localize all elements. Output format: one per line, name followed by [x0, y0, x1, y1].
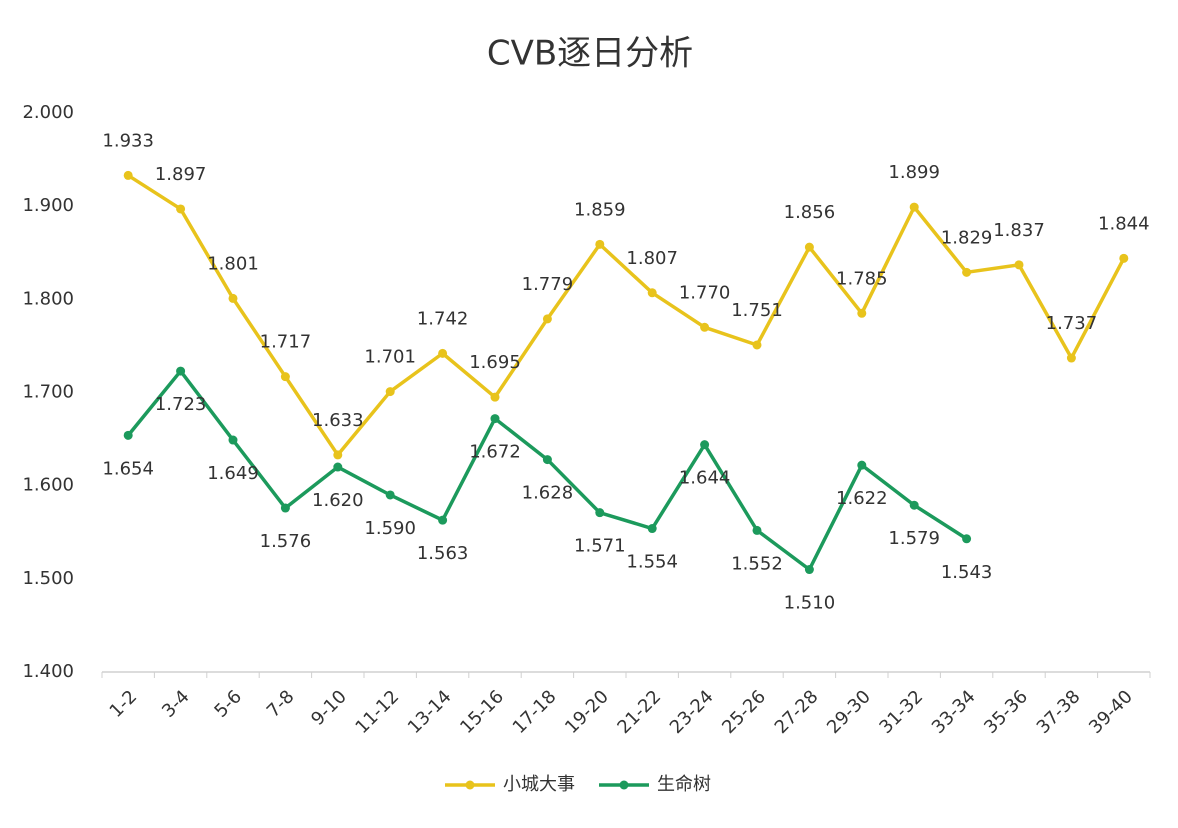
data-label: 1.644 [679, 468, 731, 489]
data-point [490, 414, 500, 424]
data-point [804, 565, 814, 575]
legend-label: 生命树 [657, 774, 711, 795]
legend-marker [619, 780, 629, 790]
data-label: 1.723 [155, 394, 207, 415]
data-label: 1.654 [102, 458, 154, 479]
data-point [1066, 353, 1076, 363]
data-label: 1.844 [1098, 213, 1150, 234]
data-label: 1.856 [784, 202, 836, 223]
data-label: 1.770 [679, 282, 731, 303]
data-point [962, 267, 972, 277]
data-label: 1.779 [522, 274, 574, 295]
data-point [385, 387, 395, 397]
data-point [700, 322, 710, 332]
chart-title: CVB逐日分析 [487, 34, 693, 74]
data-point [909, 202, 919, 212]
data-point [438, 348, 448, 358]
data-label: 1.695 [469, 352, 521, 373]
data-label: 1.554 [626, 552, 678, 573]
data-label: 1.672 [469, 442, 521, 463]
y-tick-label: 1.900 [22, 195, 74, 216]
data-label: 1.899 [888, 162, 940, 183]
data-label: 1.742 [417, 308, 469, 329]
legend-label: 小城大事 [503, 774, 575, 795]
y-tick-label: 1.400 [22, 661, 74, 682]
data-label: 1.751 [731, 300, 783, 321]
data-point [595, 239, 605, 249]
data-label: 1.649 [207, 463, 259, 484]
data-label: 1.579 [888, 528, 940, 549]
data-label: 1.933 [102, 130, 154, 151]
data-point [123, 430, 133, 440]
series-line [127, 173, 1126, 457]
data-point [700, 440, 710, 450]
data-label: 1.628 [522, 483, 574, 504]
data-label: 1.552 [731, 553, 783, 574]
y-tick-label: 1.600 [22, 475, 74, 496]
data-point [438, 515, 448, 525]
y-tick-label: 1.700 [22, 382, 74, 403]
data-point [333, 462, 343, 472]
data-point [752, 525, 762, 535]
data-label: 1.897 [155, 164, 207, 185]
data-point [857, 460, 867, 470]
data-label: 1.829 [941, 227, 993, 248]
data-label: 1.633 [312, 410, 364, 431]
data-point [857, 308, 867, 318]
y-tick-label: 1.500 [22, 568, 74, 589]
data-point [542, 314, 552, 324]
data-point [909, 500, 919, 510]
data-point [385, 490, 395, 500]
data-point [280, 372, 290, 382]
data-label: 1.717 [260, 332, 312, 353]
data-point [490, 392, 500, 402]
data-point [176, 366, 186, 376]
data-point [647, 524, 657, 534]
data-label: 1.590 [364, 518, 416, 539]
data-point [1119, 253, 1129, 263]
data-label: 1.622 [836, 488, 888, 509]
data-point [595, 508, 605, 518]
data-point [123, 170, 133, 180]
data-label: 1.510 [784, 593, 836, 614]
data-label: 1.543 [941, 562, 993, 583]
data-point [228, 435, 238, 445]
data-label: 1.737 [1046, 313, 1098, 334]
data-label: 1.576 [260, 531, 312, 552]
data-label: 1.837 [993, 220, 1045, 241]
data-label: 1.801 [207, 253, 259, 274]
data-point [333, 450, 343, 460]
data-label: 1.807 [626, 248, 678, 269]
data-point [962, 534, 972, 544]
data-point [804, 242, 814, 252]
data-point [176, 204, 186, 214]
y-tick-label: 2.000 [22, 102, 74, 123]
data-label: 1.571 [574, 536, 626, 557]
data-label: 1.859 [574, 199, 626, 220]
y-tick-label: 1.800 [22, 288, 74, 309]
data-point [280, 503, 290, 513]
legend-marker [465, 780, 475, 790]
data-label: 1.785 [836, 268, 888, 289]
data-label: 1.701 [364, 347, 416, 368]
data-point [647, 288, 657, 298]
data-point [752, 340, 762, 350]
data-label: 1.563 [417, 543, 469, 564]
data-label: 1.620 [312, 490, 364, 511]
data-point [1014, 260, 1024, 270]
data-point [228, 293, 238, 303]
data-point [542, 455, 552, 465]
